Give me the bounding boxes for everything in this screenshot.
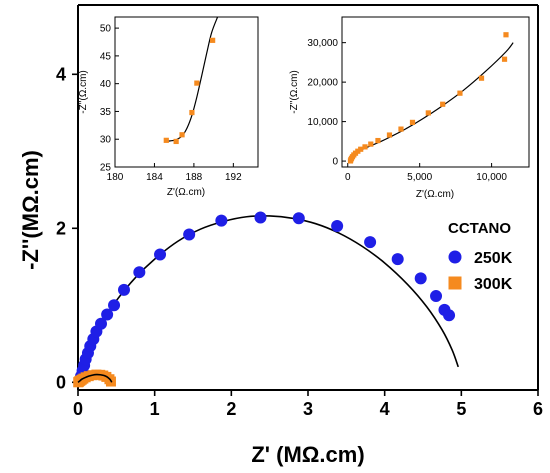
inset-right-y-tick-label: 0 [332,157,338,168]
inset-left-point [210,37,216,43]
inset-right-point [478,75,485,81]
x-tick-label: 3 [303,399,313,419]
inset-left-point [173,138,179,145]
point-250k [118,283,130,296]
point-250k [430,290,443,303]
inset-right-x-tick-label: 5,000 [407,172,432,183]
y-tick-label: 0 [56,372,66,392]
legend-title: CCTANO [448,220,511,237]
inset-right-y-tick-label: 10,000 [307,117,338,128]
inset-right-y-tick-label: 30,000 [307,38,338,49]
fit-line-300k-overlay [77,373,113,383]
point-250k [183,228,196,241]
inset-left-x-title: Z'(Ω.cm) [167,187,205,198]
inset-right-point [355,148,361,154]
legend: CCTANO 250K 300K [448,220,513,293]
inset-left-y-tick-label: 35 [100,107,112,118]
inset-left-x-tick-label: 188 [186,172,203,183]
point-250k [391,253,404,266]
inset-right-y-title: -Z''(Ω.cm) [289,70,300,114]
inset-right-x-title: Z'(Ω.cm) [416,189,454,200]
inset-left-y-tick-label: 45 [100,51,112,62]
point-250k [331,219,344,232]
x-tick-label: 2 [226,399,236,419]
inset-right: 0 5,000 10,000 0 10,000 20,000 30,000 Z'(Ω.cm)… [289,16,530,200]
x-tick-label: 0 [73,399,83,419]
x-tick-label: 4 [380,399,390,419]
inset-left-point [179,132,185,138]
legend-marker-300k [448,276,462,290]
inset-left-content: 180 184 188 192 25 30 35 40 45 50 [100,16,242,183]
x-tick-label: 5 [456,399,466,419]
inset-left: 180 184 188 192 25 30 35 40 45 50 Z'(Ω.cm) -Z''(Ω… [78,16,259,198]
legend-marker-250k [448,250,462,264]
x-tick-label: 6 [533,399,543,419]
inset-right-point [425,110,431,116]
point-250k [215,214,228,227]
inset-right-x-tick-label: 0 [345,172,351,183]
inset-left-x-tick-label: 184 [146,172,163,183]
legend-label-250k: 250K [474,250,513,267]
x-tick-label: 1 [150,399,160,419]
inset-right-x-tick-label: 10,000 [476,172,507,183]
y-axis-title: -Z''(MΩ.cm) [18,150,43,270]
inset-left-frame [114,16,259,168]
point-250k [414,272,427,285]
inset-right-point [503,32,509,38]
inset-right-point [440,101,446,107]
inset-right-point [457,90,463,96]
point-250k [154,248,167,261]
inset-right-point [386,132,393,138]
inset-right-point [362,144,368,150]
point-250k [254,211,267,224]
y-tick-label: 2 [56,218,66,238]
point-250k [95,317,107,330]
inset-left-point [163,137,169,143]
inset-right-y-tick-label: 20,000 [307,78,338,89]
inset-right-point [375,137,381,144]
point-250k [292,212,305,225]
point-250k [133,266,146,279]
inset-right-point [358,146,364,152]
point-250k [101,308,114,321]
point-250k [108,299,121,312]
inset-right-point [368,141,374,147]
main-data-points [73,211,456,388]
inset-left-x-tick-label: 180 [107,172,124,183]
point-250k [443,309,456,322]
inset-left-x-tick-label: 192 [225,172,242,183]
inset-right-point [409,119,416,125]
inset-right-content: 0 5,000 10,000 0 10,000 20,000 30,000 [307,32,514,183]
inset-right-point [501,56,508,62]
inset-right-point [398,126,404,132]
main-ticks: 0 1 2 3 4 5 6 0 2 4 [56,64,543,419]
x-axis-title: Z' (MΩ.cm) [251,442,364,467]
inset-left-y-tick-label: 50 [100,24,112,35]
inset-left-point [194,80,200,86]
y-tick-label: 4 [56,64,66,84]
inset-left-y-title: -Z''(Ω.cm) [78,70,89,114]
inset-left-y-tick-label: 25 [100,163,112,174]
legend-label-300k: 300K [474,276,513,293]
inset-left-point [189,109,195,116]
inset-left-y-tick-label: 40 [100,79,112,90]
point-250k [364,236,377,249]
inset-left-y-tick-label: 30 [100,135,112,146]
